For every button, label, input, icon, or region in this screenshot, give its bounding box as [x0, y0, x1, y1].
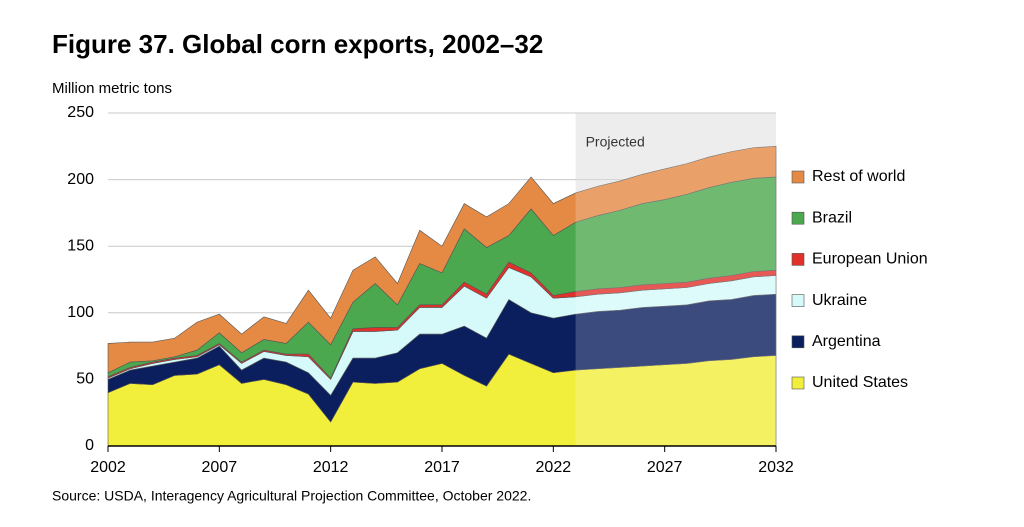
projected-label: Projected [586, 134, 645, 150]
x-tick-label: 2032 [758, 459, 794, 476]
x-tick-label: 2002 [90, 459, 126, 476]
y-tick-label: 50 [76, 371, 94, 388]
x-tick-label: 2017 [424, 459, 460, 476]
x-tick-label: 2012 [313, 459, 349, 476]
legend-swatch [791, 211, 805, 225]
area [107, 145, 777, 374]
legend-label: Argentina [812, 333, 881, 350]
legend-swatch [791, 376, 805, 390]
legend-label: Rest of world [812, 168, 905, 185]
legend-label: Ukraine [812, 292, 867, 309]
y-tick-label: 100 [67, 304, 94, 321]
x-tick-label: 2007 [202, 459, 238, 476]
legend-swatch [791, 170, 805, 184]
legend-swatch [791, 335, 805, 349]
legend-label: Brazil [812, 209, 852, 226]
legend-swatch [791, 253, 805, 266]
projected-overlay [575, 113, 776, 446]
source-note: Source: USDA, Interagency Agricultural P… [52, 488, 531, 504]
chart-title: Figure 37. Global corn exports, 2002–32 [52, 29, 543, 59]
y-axis-label: Million metric tons [52, 80, 172, 97]
legend-swatch [791, 294, 805, 307]
y-tick-label: 200 [67, 171, 94, 188]
x-tick-label: 2022 [536, 459, 572, 476]
y-tick-label: 150 [67, 237, 94, 254]
legend-label: European Union [812, 251, 928, 268]
y-tick-label: 250 [67, 104, 94, 121]
legend-label: United States [812, 374, 908, 391]
y-tick-label: 0 [85, 437, 94, 454]
x-tick-label: 2027 [647, 459, 683, 476]
